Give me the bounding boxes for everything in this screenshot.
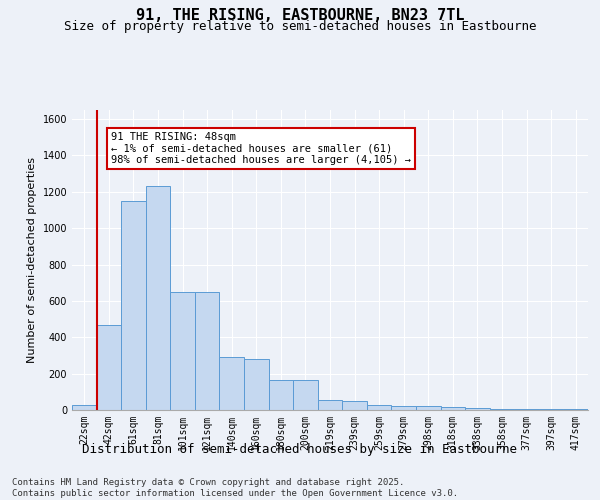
Text: Contains HM Land Registry data © Crown copyright and database right 2025.
Contai: Contains HM Land Registry data © Crown c… bbox=[12, 478, 458, 498]
Bar bbox=[318, 400, 342, 410]
Bar bbox=[220, 358, 244, 410]
Bar bbox=[440, 408, 465, 410]
Bar bbox=[391, 406, 416, 410]
Bar bbox=[490, 409, 514, 410]
Bar bbox=[563, 409, 588, 410]
Text: 91, THE RISING, EASTBOURNE, BN23 7TL: 91, THE RISING, EASTBOURNE, BN23 7TL bbox=[136, 8, 464, 22]
Bar bbox=[121, 201, 146, 410]
Text: Size of property relative to semi-detached houses in Eastbourne: Size of property relative to semi-detach… bbox=[64, 20, 536, 33]
Bar bbox=[514, 409, 539, 410]
Bar bbox=[293, 380, 318, 410]
Bar bbox=[465, 408, 490, 410]
Bar bbox=[244, 359, 269, 410]
Text: 91 THE RISING: 48sqm
← 1% of semi-detached houses are smaller (61)
98% of semi-d: 91 THE RISING: 48sqm ← 1% of semi-detach… bbox=[112, 132, 412, 165]
Y-axis label: Number of semi-detached properties: Number of semi-detached properties bbox=[27, 157, 37, 363]
Bar bbox=[539, 409, 563, 410]
Bar bbox=[342, 401, 367, 410]
Bar bbox=[195, 292, 220, 410]
Bar bbox=[72, 404, 97, 410]
Bar bbox=[146, 186, 170, 410]
Bar bbox=[170, 292, 195, 410]
Text: Distribution of semi-detached houses by size in Eastbourne: Distribution of semi-detached houses by … bbox=[83, 442, 517, 456]
Bar bbox=[97, 324, 121, 410]
Bar bbox=[269, 380, 293, 410]
Bar bbox=[416, 406, 440, 410]
Bar bbox=[367, 404, 391, 410]
